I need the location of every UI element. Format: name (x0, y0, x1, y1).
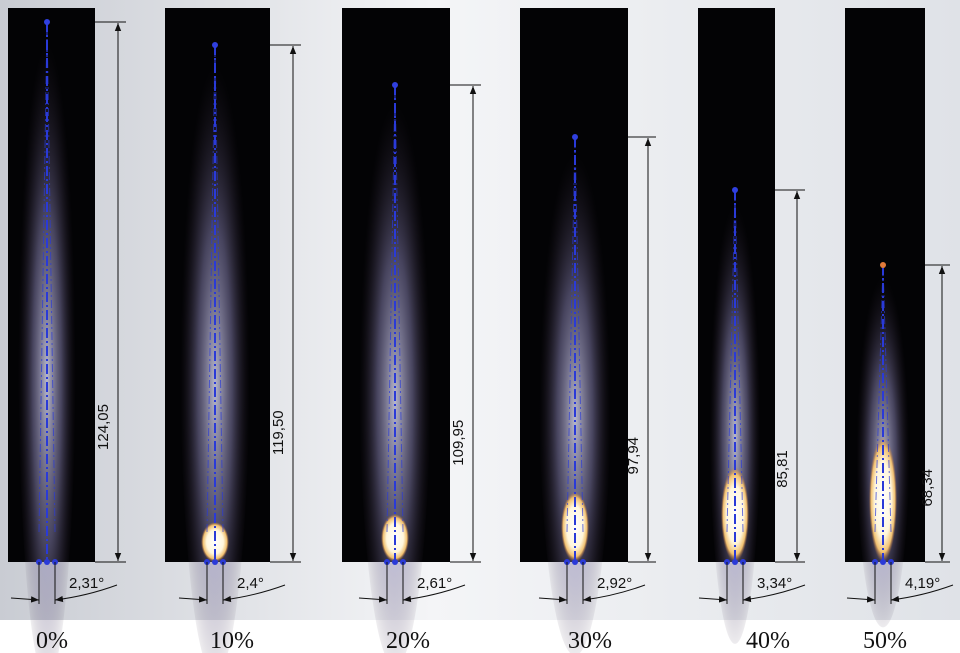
base-point (392, 559, 398, 565)
edge-line (882, 264, 892, 533)
edge-line (394, 84, 404, 533)
flame-panel: 124,05 2,31° 0% (8, 8, 126, 653)
panel-label: 10% (210, 628, 254, 653)
angle-arc (890, 584, 954, 603)
angle-label: 4,19° (905, 575, 940, 592)
length-label: 109,95 (450, 420, 467, 466)
angle-label: 3,34° (757, 575, 792, 592)
angle-label: 2,92° (597, 575, 632, 592)
flame-panel: 68,34 4,19° 50% (845, 8, 954, 653)
length-label: 124,05 (95, 404, 112, 450)
length-label: 97,94 (625, 437, 642, 475)
flame-core (201, 522, 229, 562)
panel-label: 0% (36, 628, 68, 653)
panel-label: 30% (568, 628, 612, 653)
flame-panel: 85,81 3,34° 40% (698, 8, 806, 653)
base-point (572, 559, 578, 565)
edge-line (574, 136, 584, 533)
edge-line (386, 84, 396, 533)
tip-point (880, 262, 886, 268)
angle-label: 2,61° (417, 575, 452, 592)
base-point (44, 559, 50, 565)
angle-label: 2,4° (237, 575, 264, 592)
angle-arc (54, 584, 118, 603)
edge-line (38, 21, 48, 533)
tip-point (392, 82, 398, 88)
angle-arrow (10, 596, 40, 603)
edge-line (734, 189, 744, 533)
flame-panel: 119,50 2,4° 10% (165, 8, 301, 653)
edge-line (46, 21, 56, 533)
tip-point (572, 134, 578, 140)
flame-core (561, 492, 589, 562)
edge-line (726, 189, 736, 533)
angle-arc (742, 584, 806, 603)
base-point (880, 559, 886, 565)
angle-arc (402, 584, 466, 603)
flame-panel: 109,95 2,61° 20% (342, 8, 481, 653)
edge-line (214, 44, 224, 533)
tip-point (212, 42, 218, 48)
tip-point (732, 187, 738, 193)
angle-arrow (846, 596, 876, 603)
angle-arrow (698, 596, 728, 603)
edge-line (206, 44, 216, 533)
edge-line (566, 136, 576, 533)
base-point (732, 559, 738, 565)
base-point (212, 559, 218, 565)
panel-label: 40% (746, 628, 790, 653)
length-label: 68,34 (919, 469, 936, 507)
angle-arc (222, 584, 286, 603)
angle-arrow (178, 596, 208, 603)
panel-label: 20% (386, 628, 430, 653)
background (0, 0, 960, 620)
length-label: 119,50 (270, 410, 287, 455)
angle-label: 2,31° (69, 575, 104, 592)
angle-arc (582, 584, 646, 603)
flame-plume (180, 34, 250, 653)
panel-label: 50% (863, 628, 907, 653)
angle-arrow (538, 596, 568, 603)
tip-point (44, 19, 50, 25)
flame-panel: 97,94 2,92° 30% (520, 8, 656, 653)
angle-arrow (358, 596, 388, 603)
edge-line (874, 264, 884, 533)
length-label: 85,81 (774, 450, 791, 488)
